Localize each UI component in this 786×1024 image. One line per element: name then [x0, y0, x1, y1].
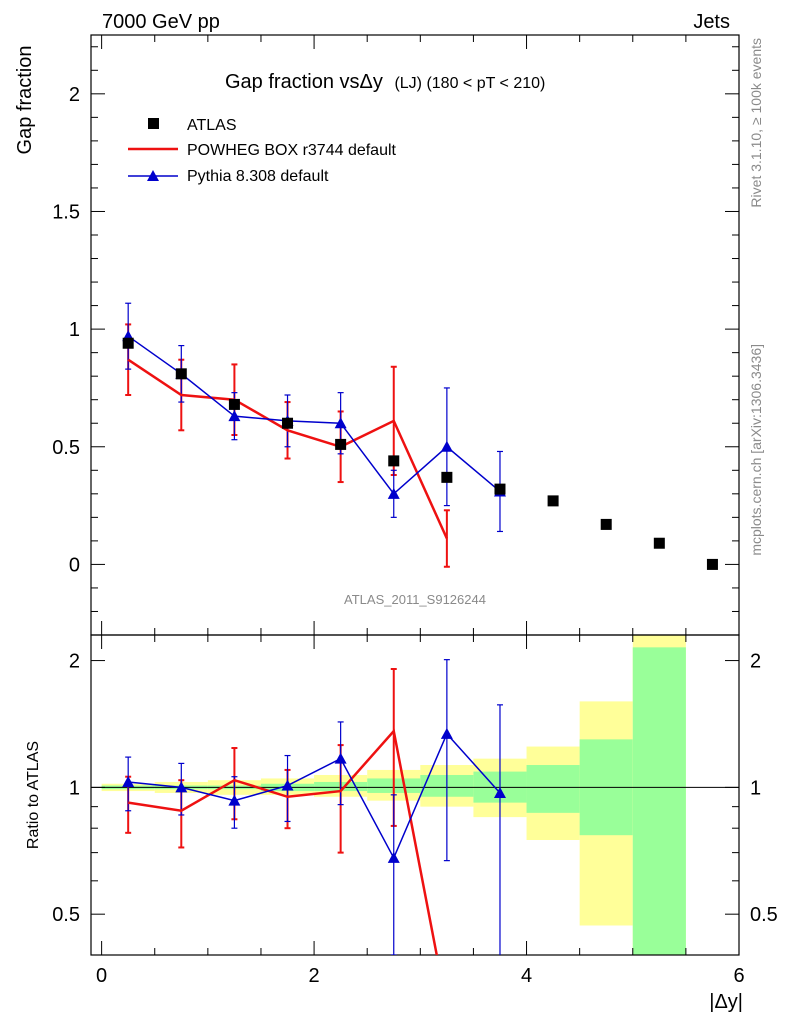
ratio-y-tick-label: 2: [69, 651, 80, 673]
pythia-marker: [387, 487, 400, 499]
legend-powheg-label: POWHEG BOX r3744 default: [187, 142, 397, 159]
ratio-pythia-marker: [175, 781, 188, 793]
atlas-marker: [653, 537, 665, 549]
chart-title: Gap fraction vsΔy (LJ) (180 < pT < 210): [225, 71, 545, 93]
legend-atlas-marker: [148, 118, 159, 129]
atlas-marker: [547, 495, 559, 507]
y-tick-label: 0: [69, 554, 80, 576]
atlas-marker: [494, 483, 506, 495]
ratio-y-tick-label-right: 2: [750, 651, 761, 673]
ratio-pythia-marker: [228, 794, 241, 806]
atlas-marker: [175, 368, 187, 380]
ratio-panel-frame: [90, 634, 740, 956]
analysis-watermark: ATLAS_2011_S9126244: [344, 592, 486, 607]
legend-pythia-label: Pythia 8.308 default: [187, 168, 329, 185]
y-axis-label-ratio: Ratio to ATLAS: [25, 741, 42, 849]
band-inner-bin: [526, 765, 580, 813]
legend-pythia-marker: [147, 170, 159, 181]
ratio-pythia-marker: [493, 786, 506, 798]
ratio-pythia-marker: [281, 779, 294, 791]
atlas-marker: [335, 438, 347, 450]
powheg-line: [127, 358, 449, 540]
ratio-y-tick-label-right: 1: [750, 777, 761, 799]
ratio-pythia-marker: [334, 752, 347, 764]
atlas-marker: [600, 518, 612, 530]
ratio-y-tick-label: 0.5: [52, 904, 80, 926]
header-top-left: 7000 GeV pp: [102, 11, 220, 33]
ratio-pythia-marker: [387, 851, 400, 863]
pythia-line: [127, 335, 501, 495]
pythia-marker: [228, 410, 241, 422]
legend: ATLAS POWHEG BOX r3744 default Pythia 8.…: [128, 117, 397, 185]
mcplots-label: mcplots.cern.ch [arXiv:1306.3436]: [748, 344, 764, 556]
header-top-right: Jets: [693, 11, 730, 33]
x-tick-label: 0: [96, 965, 107, 987]
ratio-pythia-marker: [122, 775, 135, 787]
pythia-marker: [440, 440, 453, 452]
y-tick-label: 1.5: [52, 201, 80, 223]
band-inner-bin: [632, 647, 686, 955]
y-tick-label: 2: [69, 84, 80, 106]
ratio-powheg-line: [127, 728, 439, 955]
x-axis-label: |Δy|: [709, 991, 743, 1013]
rivet-label: Rivet 3.1.10, ≥ 100k events: [748, 38, 764, 208]
main-panel-marks: [122, 302, 718, 570]
atlas-marker: [228, 398, 240, 410]
x-tick-label: 2: [309, 965, 320, 987]
atlas-marker: [122, 337, 134, 349]
y-tick-label: 1: [69, 319, 80, 341]
atlas-marker: [388, 455, 400, 467]
y-tick-label: 0.5: [52, 437, 80, 459]
ratio-pythia-line: [128, 732, 501, 860]
ratio-pythia-marker: [440, 727, 453, 739]
legend-atlas-label: ATLAS: [187, 117, 237, 134]
atlas-marker: [706, 558, 718, 570]
chart-title-main: Gap fraction vsΔy: [225, 71, 383, 93]
atlas-marker: [282, 417, 294, 429]
plot-marks: [122, 302, 718, 955]
x-tick-label: 4: [521, 965, 532, 987]
atlas-marker: [441, 471, 453, 483]
ratio-panel-marks: [122, 659, 506, 955]
x-tick-label: 6: [733, 965, 744, 987]
chart-title-suffix: (LJ) (180 < pT < 210): [394, 75, 545, 92]
pythia-marker: [334, 417, 347, 429]
ratio-y-tick-label-right: 0.5: [750, 904, 778, 926]
y-axis-label-main: Gap fraction: [14, 46, 36, 155]
ratio-y-tick-label: 1: [69, 777, 80, 799]
plot-frames: 0 2 4 6 0 0.5 1 1.5 2 0.5 0.5 1 1 2 2: [52, 34, 778, 987]
